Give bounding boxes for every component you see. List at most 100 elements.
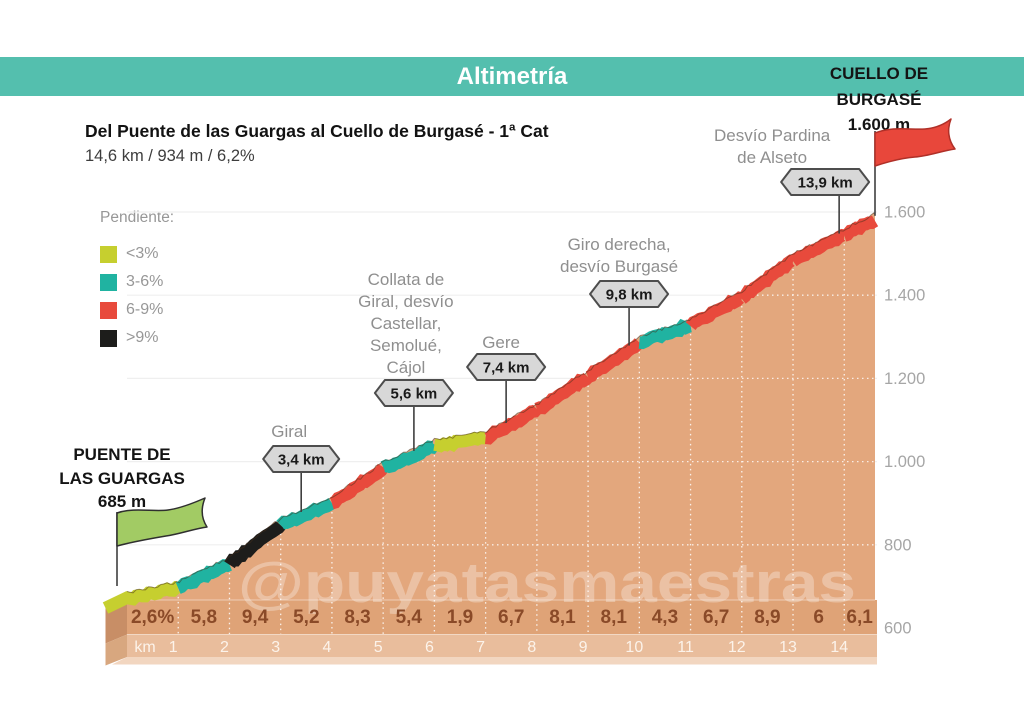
legend-label: >9% (126, 329, 159, 346)
km-tick: 3 (271, 639, 280, 656)
slope-segment (276, 497, 336, 530)
bevel (105, 634, 127, 666)
waypoint-label: Collata de Giral, desvío Castellar, Semolué… (311, 269, 501, 379)
gradient-value: 5,8 (191, 607, 217, 628)
gradient-value: 6,7 (498, 607, 524, 628)
course-stats: 14,6 km / 934 m / 6,2% (85, 147, 255, 165)
profile-outline (126, 212, 876, 594)
gradient-value: 8,1 (549, 607, 576, 628)
gradient-value: 2,6% (131, 607, 174, 628)
km-badge-label: 5,6 km (391, 386, 438, 403)
elevation-tick: 600 (884, 620, 912, 638)
legend-label: 3-6% (126, 273, 164, 290)
slope-segment (224, 521, 286, 569)
waypoint-label-line: Semolué, (369, 336, 442, 355)
legend-swatch-icon (100, 301, 117, 319)
legend-swatch-icon (100, 245, 117, 263)
start-elevation: 685 m (97, 492, 147, 511)
km-badge-label: 13,9 km (798, 175, 853, 192)
legend-item: 6-9% (100, 296, 174, 324)
waypoint-label-line: Giral (271, 422, 308, 441)
legend-item: <3% (100, 240, 174, 268)
slope-segment (380, 440, 440, 474)
km-badge (262, 445, 341, 473)
elevation-tick: 1.200 (884, 370, 925, 388)
slope-segment (433, 431, 487, 453)
legend-label: 6-9% (126, 301, 164, 318)
slope-segment (484, 404, 542, 445)
km-tick: 1 (169, 639, 178, 656)
gradient-value: 6,7 (703, 607, 729, 628)
km-badge-label: 9,8 km (606, 287, 653, 304)
waypoint-label-line: Cájol (386, 358, 426, 377)
start-line1: PUENTE DE (73, 445, 171, 464)
km-band (127, 634, 877, 657)
km-tick: 13 (779, 639, 797, 656)
km-axis-label: km (134, 639, 155, 656)
gradient-band (127, 600, 877, 635)
bottom-strip (112, 657, 877, 665)
waypoint-label: Giral (194, 421, 384, 443)
gradient-value: 1,9 (447, 607, 473, 628)
km-tick: 14 (830, 639, 848, 656)
slope-segment (585, 338, 644, 383)
legend-swatch-icon (100, 273, 117, 291)
gradient-value: 8,9 (754, 607, 780, 628)
elevation-tick: 1.400 (884, 287, 925, 305)
summit-line1: CUELLO DE (829, 64, 929, 83)
gradient-legend: Pendiente: <3% 3-6% 6-9% >9% (100, 209, 174, 352)
km-tick: 8 (527, 639, 536, 656)
km-tick: 12 (728, 639, 746, 656)
gradient-value: 8,1 (601, 607, 628, 628)
gradient-value: 9,4 (242, 607, 269, 628)
slope-segment (789, 228, 846, 267)
slope-segment (175, 559, 232, 594)
elevation-tick: 1.000 (884, 453, 925, 471)
slope-segment (330, 463, 389, 510)
summit-line2: BURGASÉ (836, 89, 922, 109)
course-title: Del Puente de las Guargas al Cuello de B… (85, 121, 549, 141)
km-badge-label: 3,4 km (278, 452, 325, 469)
legend-title: Pendiente: (100, 209, 175, 226)
waypoint-label-line: desvío Burgasé (560, 257, 679, 276)
summit-label: CUELLO DE BURGASÉ 1.600 m (793, 61, 965, 138)
waypoint-label: Desvío Pardina de Alseto (677, 125, 867, 169)
elevation-tick: 800 (884, 536, 912, 554)
elevation-tick: 1.600 (884, 204, 925, 222)
start-label: PUENTE DE LAS GUARGAS 685 m (42, 443, 202, 514)
km-badge (589, 280, 670, 308)
waypoint-label-line: Collata de (367, 270, 445, 289)
km-tick: 9 (579, 639, 588, 656)
waypoint-label: Giro derecha, desvío Burgasé (524, 234, 714, 278)
gradient-value: 6 (813, 607, 824, 628)
slope-segment (638, 318, 692, 350)
gradient-value: 4,3 (652, 607, 678, 628)
slope-segment (102, 580, 181, 614)
waypoint-label-line: Castellar, (370, 314, 442, 333)
km-tick: 5 (374, 639, 383, 656)
slope-segment (685, 291, 744, 330)
start-flag-icon (116, 497, 208, 547)
gradient-value: 6,1 (846, 607, 873, 628)
page-title: Altimetría (456, 62, 568, 90)
start-line2: LAS GUARGAS (59, 468, 185, 488)
header-band: Altimetría (0, 57, 1024, 96)
km-badge (780, 168, 871, 196)
slope-segment (737, 254, 795, 304)
waypoint-label-line: de Alseto (737, 148, 808, 167)
slope-segment (534, 372, 593, 415)
km-badge-label: 7,4 km (483, 360, 530, 377)
slope-segment (842, 215, 879, 242)
watermark: @puyatasmaestras (238, 551, 856, 615)
summit-flag-icon (874, 118, 956, 167)
legend-label: <3% (126, 245, 159, 262)
waypoint-label-line: Gere (482, 333, 520, 352)
legend-swatch-icon (100, 329, 117, 347)
gradient-value: 5,2 (293, 607, 319, 628)
km-tick: 10 (625, 639, 643, 656)
gradient-value: 5,4 (396, 607, 423, 628)
legend-item: 3-6% (100, 268, 174, 296)
km-badge (373, 379, 454, 407)
